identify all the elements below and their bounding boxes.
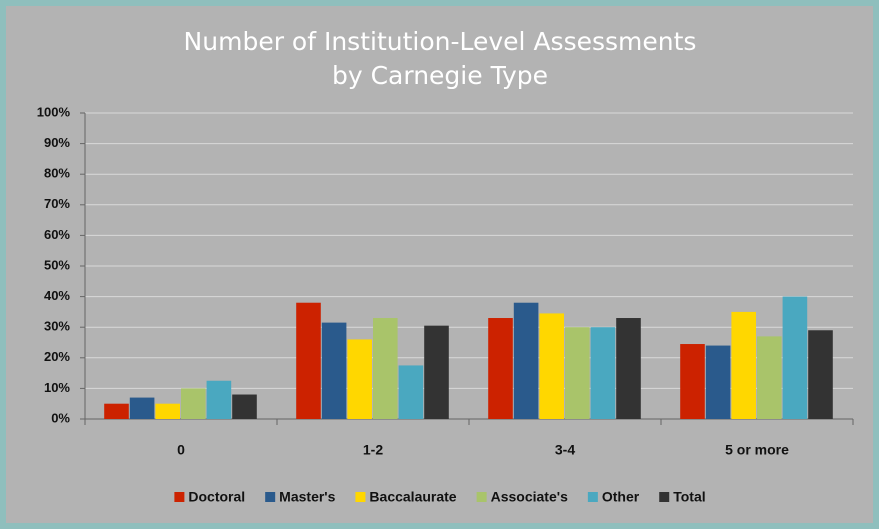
bar	[782, 296, 808, 419]
y-tick-label: 90%	[44, 135, 70, 150]
y-tick-label: 0%	[51, 410, 70, 425]
bar	[590, 327, 616, 419]
y-tick-label: 20%	[44, 349, 70, 364]
legend-swatch	[265, 492, 276, 502]
bar	[373, 318, 398, 419]
bar	[513, 302, 539, 419]
legend-label: Doctoral	[188, 489, 245, 505]
y-tick-label: 60%	[44, 227, 70, 242]
bar	[616, 318, 641, 419]
bar	[731, 311, 756, 419]
bar	[808, 330, 833, 419]
bar	[680, 344, 705, 419]
legend-label: Total	[673, 489, 705, 505]
legend-swatch	[476, 492, 487, 502]
y-tick-label: 10%	[44, 380, 70, 395]
bar	[296, 302, 321, 419]
bar	[757, 336, 782, 419]
chart-title: by Carnegie Type	[332, 61, 548, 90]
y-tick-label: 30%	[44, 319, 70, 334]
legend-label: Baccalaurate	[369, 489, 456, 505]
y-tick-label: 40%	[44, 288, 70, 303]
chart-background	[6, 6, 873, 523]
bar	[321, 322, 347, 419]
y-tick-label: 80%	[44, 166, 70, 181]
bar	[129, 397, 155, 419]
x-tick-label: 0	[177, 442, 185, 458]
y-tick-label: 70%	[44, 196, 70, 211]
y-tick-label: 100%	[37, 104, 71, 119]
x-tick-label: 3-4	[555, 442, 575, 458]
legend-swatch	[355, 492, 366, 502]
chart-title: Number of Institution-Level Assessments	[184, 27, 697, 56]
bar	[104, 403, 129, 419]
legend-label: Associate's	[491, 489, 568, 505]
bar	[206, 380, 232, 419]
bar	[232, 394, 257, 419]
legend-label: Master's	[279, 489, 335, 505]
legend: Doctoral Master's Baccalaurate Associate's O…	[174, 489, 706, 505]
bar	[488, 318, 513, 419]
legend-swatch	[659, 492, 670, 502]
x-tick-label: 1-2	[363, 442, 383, 458]
bar	[565, 327, 590, 419]
y-tick-label: 50%	[44, 257, 70, 272]
bar	[539, 313, 564, 419]
bar	[155, 403, 180, 419]
bar	[424, 325, 449, 419]
legend-swatch	[174, 492, 185, 502]
bar	[398, 365, 424, 419]
bar	[181, 388, 206, 419]
x-tick-label: 5 or more	[725, 442, 789, 458]
legend-label: Other	[602, 489, 640, 505]
bar	[705, 345, 731, 419]
bar	[347, 339, 372, 419]
legend-swatch	[587, 492, 598, 502]
